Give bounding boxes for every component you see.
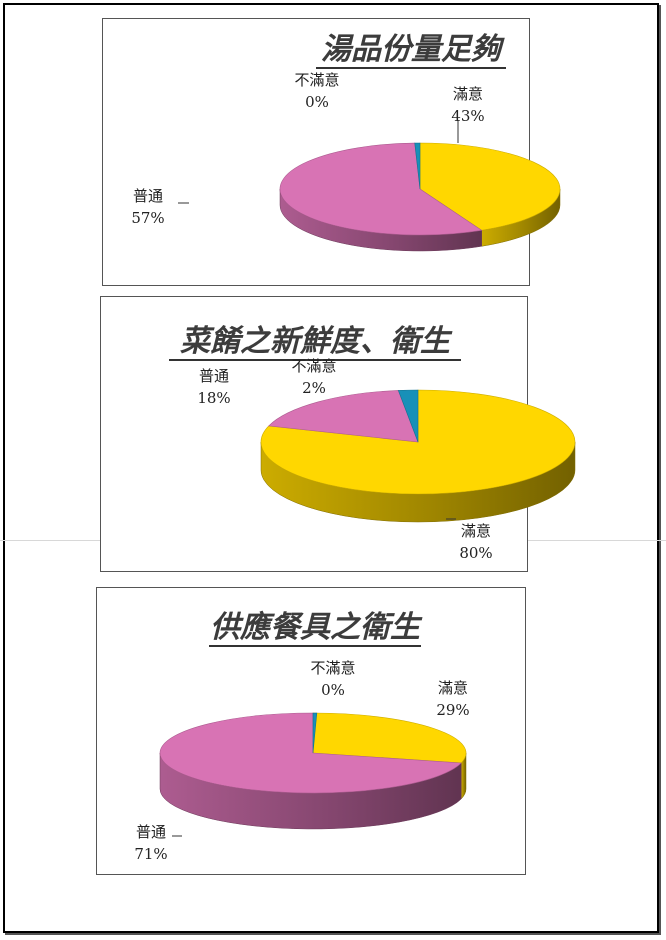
pie-slice-satisfied [312,712,467,764]
slice-percent-dissatisfied: 0% [321,681,345,699]
slice-label-dissatisfied: 不滿意 [310,659,355,677]
slice-label-satisfied: 滿意 [453,85,483,103]
chart-panel-dish-freshness: 菜餚之新鮮度、衛生滿意 80% 普通 18% 不滿意 2% [100,296,576,572]
pie-slice-dissatisfied [397,389,419,443]
slice-percent-dissatisfied: 2% [302,379,326,397]
slice-label-satisfied: 滿意 [461,522,491,540]
slice-label-satisfied: 滿意 [438,679,468,697]
pie-slice-neutral [159,712,462,794]
pie-slice-satisfied [260,389,576,495]
slice-label-neutral: 普通 [136,823,166,841]
pie-slice-satisfied [419,142,561,231]
chart-panel-tableware-hygiene: 供應餐具之衛生滿意 29% 普通 71% 不滿意 0% [96,587,526,875]
slice-percent-neutral: 57% [131,209,164,227]
chart-panel-soup-portion: 湯品份量足夠滿意 43% 普通 57% 不滿意 0% [102,18,561,286]
page-frame [3,3,659,933]
pie-slice-dissatisfied [414,142,421,190]
pie-slice-dissatisfied [312,712,318,754]
chart-title: 湯品份量足夠 [321,32,505,67]
slice-label-neutral: 普通 [199,367,229,385]
slice-label-dissatisfied: 不滿意 [291,357,336,375]
chart-title: 供應餐具之衛生 [210,610,423,645]
pie-slice-neutral [268,390,419,443]
slice-label-neutral: 普通 [133,187,163,205]
slice-percent-neutral: 71% [134,845,167,863]
slice-percent-satisfied: 43% [451,107,484,125]
slice-percent-neutral: 18% [197,389,230,407]
slice-percent-satisfied: 29% [436,701,469,719]
chart-title: 菜餚之新鮮度、衛生 [180,324,453,359]
slice-percent-dissatisfied: 0% [305,93,329,111]
slice-label-dissatisfied: 不滿意 [294,71,339,89]
pie-slice-neutral [279,142,483,236]
slice-percent-satisfied: 80% [459,544,492,562]
